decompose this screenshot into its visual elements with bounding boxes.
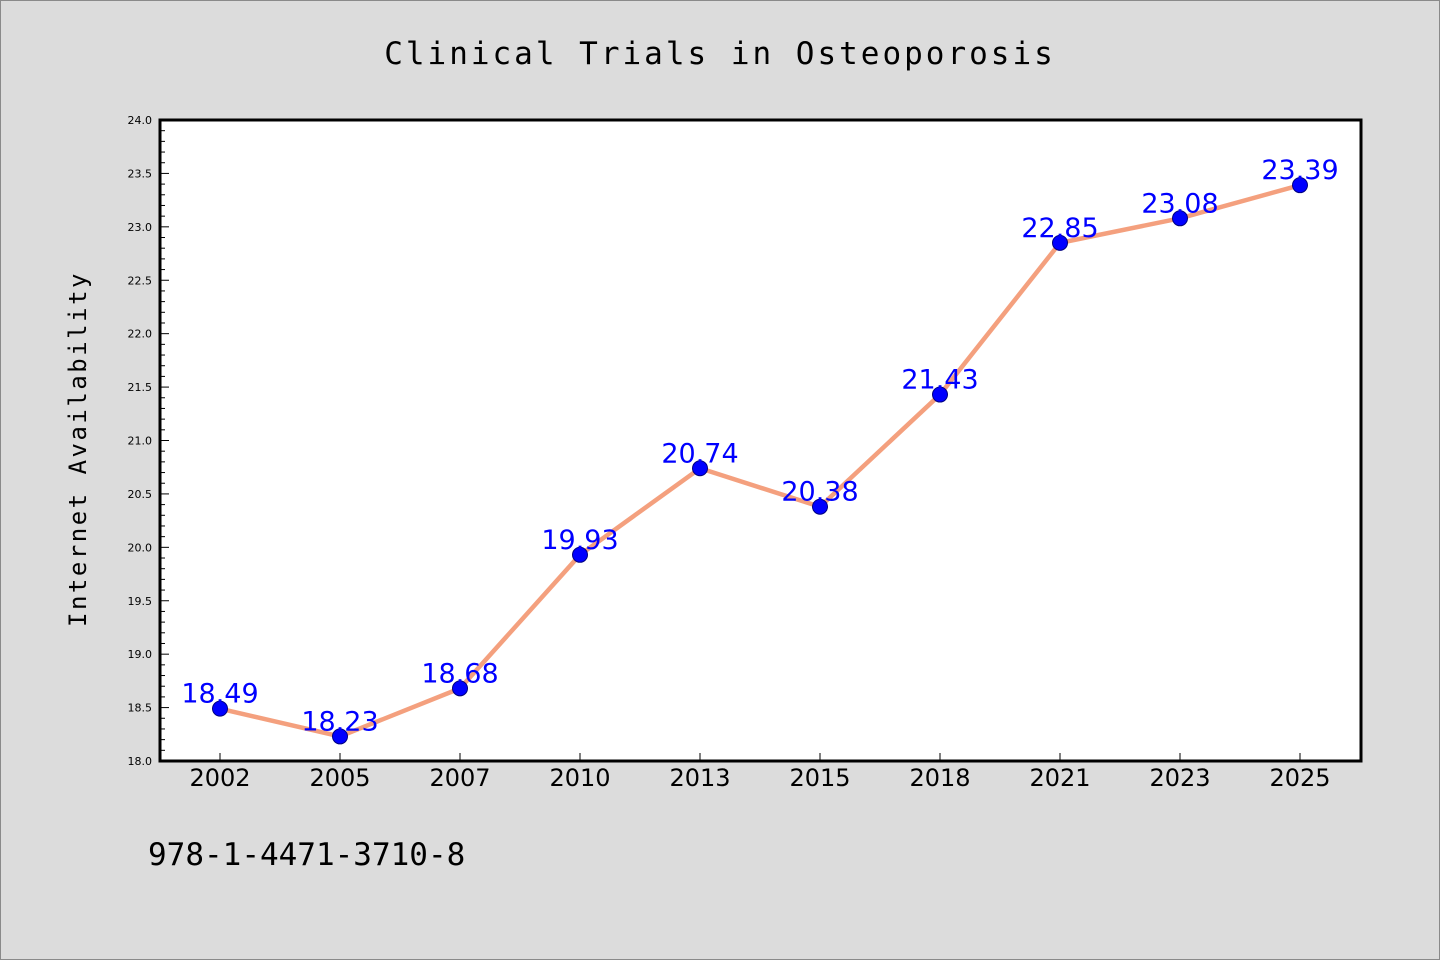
y-tick-label: 21.5 <box>128 381 153 394</box>
y-tick-label: 22.0 <box>128 328 153 341</box>
x-tick-label: 2013 <box>669 764 730 792</box>
data-label: 23.39 <box>1261 155 1338 186</box>
data-label: 18.49 <box>181 679 258 710</box>
plot-area <box>160 120 1361 761</box>
y-tick-label: 23.0 <box>128 221 153 234</box>
data-point <box>212 700 228 717</box>
y-tick-label: 24.0 <box>128 114 153 127</box>
data-point <box>1292 177 1308 194</box>
x-tick-label: 2005 <box>309 764 370 792</box>
series-line <box>217 182 1303 739</box>
x-tick-label: 2018 <box>909 764 970 792</box>
data-point <box>1052 234 1068 251</box>
y-tick-label: 22.5 <box>128 274 153 287</box>
y-tick-label: 18.5 <box>128 702 153 715</box>
y-axis-ticks: 18.0 18.5 19.0 19.5 20.0 20.5 21.0 21.5 22.0 22.5… <box>128 114 169 768</box>
data-label: 19.93 <box>541 525 618 556</box>
x-tick-label: 2023 <box>1149 764 1210 792</box>
plot-border <box>158 118 1363 763</box>
data-point <box>812 498 828 515</box>
data-point <box>932 386 948 403</box>
data-point <box>692 460 708 477</box>
y-axis-label: Internet Availability <box>64 271 92 627</box>
data-label: 20.74 <box>661 438 738 469</box>
y-tick-label: 20.0 <box>128 541 153 554</box>
footer-isbn: 978-1-4471-3710-8 <box>148 837 465 873</box>
x-tick-label: 2025 <box>1269 764 1330 792</box>
y-tick-label: 21.0 <box>128 435 153 448</box>
y-tick-label: 23.5 <box>128 167 153 180</box>
data-labels: 18.49 18.23 18.68 19.93 20.74 20.38 21.43 22.85… <box>181 155 1338 737</box>
y-tick-label: 20.5 <box>128 488 153 501</box>
x-tick-label: 2015 <box>789 764 850 792</box>
series-markers <box>212 177 1308 745</box>
data-label: 18.23 <box>301 706 378 737</box>
x-tick-label: 2002 <box>189 764 250 792</box>
data-label: 18.68 <box>421 658 498 689</box>
y-tick-label: 19.5 <box>128 595 153 608</box>
data-label: 22.85 <box>1021 213 1098 244</box>
x-tick-label: 2010 <box>549 764 610 792</box>
data-label: 23.08 <box>1141 188 1218 219</box>
data-label: 21.43 <box>901 365 978 396</box>
data-point <box>1172 210 1188 227</box>
data-point <box>332 728 348 745</box>
x-axis-ticks: 2002 2005 2007 2010 2013 2015 2018 2021 2023 2025 <box>189 753 1331 792</box>
x-tick-label: 2007 <box>429 764 490 792</box>
y-tick-label: 19.0 <box>128 648 153 661</box>
y-tick-label: 18.0 <box>128 755 153 768</box>
data-point <box>572 546 588 563</box>
data-label: 20.38 <box>781 477 858 508</box>
data-point <box>452 680 468 697</box>
x-tick-label: 2021 <box>1029 764 1090 792</box>
chart-title: Clinical Trials in Osteoporosis <box>384 36 1056 72</box>
